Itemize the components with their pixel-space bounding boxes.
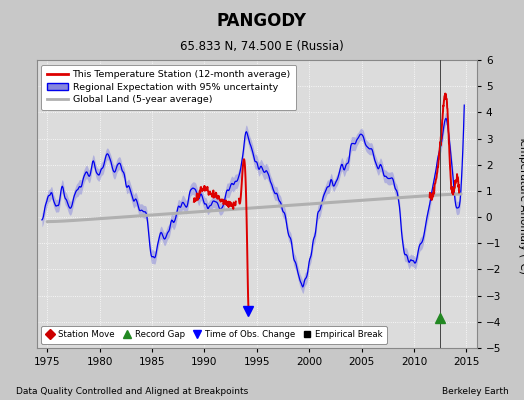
Legend: Station Move, Record Gap, Time of Obs. Change, Empirical Break: Station Move, Record Gap, Time of Obs. C… [41,326,387,344]
Text: Data Quality Controlled and Aligned at Breakpoints: Data Quality Controlled and Aligned at B… [16,387,248,396]
Y-axis label: Temperature Anomaly (°C): Temperature Anomaly (°C) [518,134,524,274]
Text: PANGODY: PANGODY [217,12,307,30]
Text: Berkeley Earth: Berkeley Earth [442,387,508,396]
Text: 65.833 N, 74.500 E (Russia): 65.833 N, 74.500 E (Russia) [180,40,344,53]
